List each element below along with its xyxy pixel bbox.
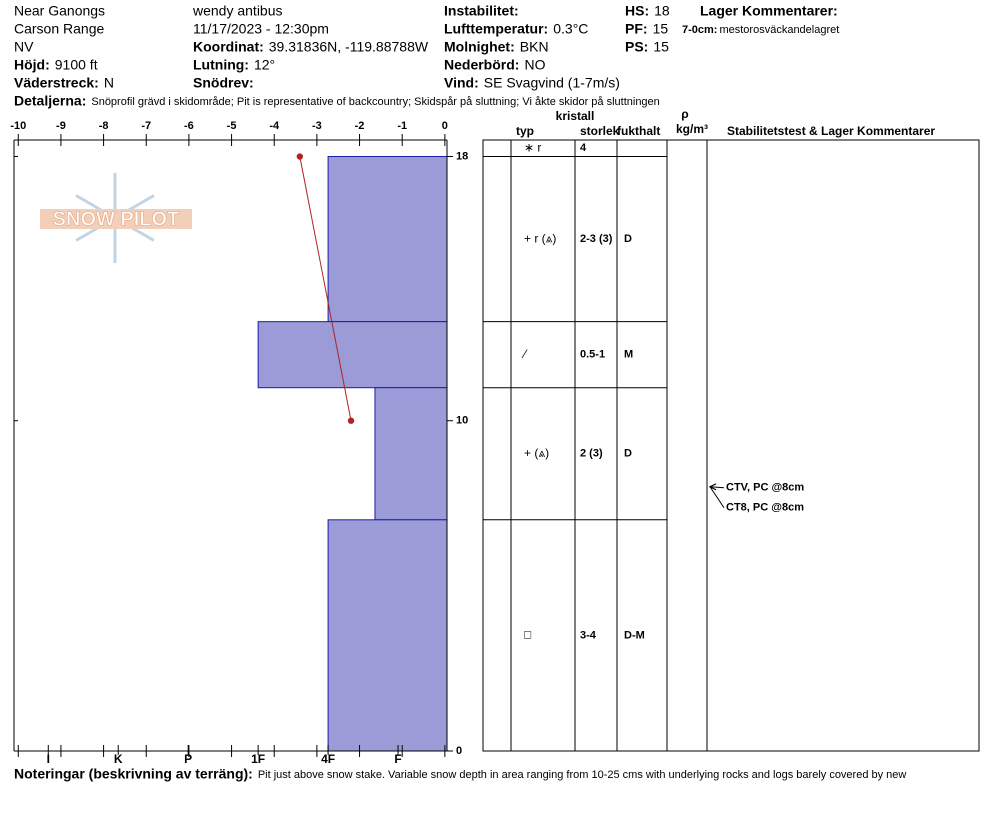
temperature-line (299, 156, 352, 421)
location: Near Ganongs (14, 3, 105, 19)
hardness-tick-label: I (47, 752, 50, 766)
temperature-point (347, 417, 355, 424)
layer-size: 0.5-1 (580, 349, 605, 361)
test-arrow (709, 486, 725, 509)
hs-label: HS: (625, 3, 649, 19)
coordinates-label: Koordinat: (193, 39, 264, 55)
logo-band (40, 209, 192, 229)
layer-moisture: D-M (624, 629, 645, 641)
notes-label: Noteringar (beskrivning av terräng): (14, 766, 253, 782)
layer-size: 3-4 (580, 629, 597, 641)
layer-comment: mestorosväckandelagret (719, 24, 839, 36)
sky-value: BKN (520, 39, 549, 55)
layer-moisture: D (624, 448, 632, 460)
elevation-value: 9100 ft (55, 57, 98, 73)
layer-grain: □ (524, 628, 531, 642)
test-label: CT8, PC @8cm (726, 502, 804, 514)
y-tick-label: 0 (456, 745, 462, 757)
sky-label: Molnighet: (444, 39, 515, 55)
surface-grain: ∗ r (524, 140, 541, 154)
x-tick-label: -2 (355, 120, 365, 132)
hardness-tick-label: P (184, 752, 192, 766)
temperature-point (296, 153, 304, 160)
x-tick-label: -1 (397, 120, 407, 132)
pf-value: 15 (653, 21, 669, 37)
x-tick-label: -6 (184, 120, 194, 132)
aspect-label: Väderstreck: (14, 75, 99, 91)
elevation-label: Höjd: (14, 57, 50, 73)
hardness-tick-label: 4F (321, 752, 335, 766)
test-arrow (709, 486, 725, 489)
ps-value: 15 (653, 39, 669, 55)
x-tick-label: -3 (312, 120, 322, 132)
observer: wendy antibus (192, 3, 283, 19)
x-tick-label: -7 (141, 120, 151, 132)
y-tick-label: 18 (456, 150, 468, 162)
logo-text: SNOW PILOT (53, 208, 180, 230)
x-tick-label: 0 (442, 120, 448, 132)
hardness-bar (257, 321, 448, 389)
th-rho: ρ (681, 107, 688, 121)
layer-comments-label: Lager Kommentarer: (700, 3, 838, 19)
instability-label: Instabilitet: (444, 3, 519, 19)
x-tick-label: -10 (10, 120, 26, 132)
hardness-bar (327, 156, 448, 323)
th-type: typ (516, 124, 534, 138)
air-temp-label: Lufttemperatur: (444, 21, 548, 37)
test-label: CTV, PC @8cm (726, 482, 804, 494)
air-temp-value: 0.3°C (553, 21, 588, 37)
x-tick-label: -5 (227, 120, 237, 132)
table-frame (482, 139, 980, 752)
location: NV (14, 39, 34, 55)
details-value: Snöprofil grävd i skidområde; Pit is rep… (91, 96, 659, 108)
layer-size: 2-3 (3) (580, 233, 613, 245)
precip-value: NO (524, 57, 545, 73)
layer-size: 2 (3) (580, 448, 603, 460)
slope-label: Lutning: (193, 57, 249, 73)
hardness-tick-label: 1F (251, 752, 265, 766)
coordinates-value: 39.31836N, -119.88788W (269, 39, 429, 55)
wind-label: Vind: (444, 75, 479, 91)
x-tick-label: -4 (269, 120, 280, 132)
wind-loading-label: Snödrev: (193, 75, 254, 91)
layer-grain: + (⩓) (524, 446, 549, 460)
x-tick-label: -8 (99, 120, 109, 132)
hardness-bar (327, 519, 448, 752)
aspect-value: N (104, 75, 114, 91)
hardness-tick-label: K (114, 752, 123, 766)
notes-value: Pit just above snow stake. Variable snow… (258, 769, 907, 781)
datetime: 11/17/2023 - 12:30pm (193, 21, 329, 37)
surface-size: 4 (580, 142, 587, 154)
layer-grain: ⁄ (521, 347, 528, 361)
hs-value: 18 (654, 3, 670, 19)
th-moisture: fukthalt (617, 124, 660, 138)
layer-moisture: D (624, 233, 632, 245)
x-tick-label: -9 (56, 120, 66, 132)
y-tick-label: 10 (456, 415, 468, 427)
details-label: Detaljerna: (14, 93, 86, 109)
location: Carson Range (14, 21, 104, 37)
layer-range: 7-0cm: (682, 24, 717, 36)
layer-grain: + r (⩓) (524, 231, 556, 245)
th-crystal: kristall (556, 109, 595, 123)
wind-value: SE Svagvind (1-7m/s) (484, 75, 620, 91)
pf-label: PF: (625, 21, 648, 37)
slope-value: 12° (254, 57, 275, 73)
th-comments: Stabilitetstest & Lager Kommentarer (727, 124, 935, 138)
test-arrowhead (708, 483, 717, 491)
hardness-bar (374, 387, 448, 521)
th-size: storlek (580, 124, 620, 138)
precip-label: Nederbörd: (444, 57, 519, 73)
layer-moisture: M (624, 349, 633, 361)
hardness-tick-label: F (394, 752, 401, 766)
ps-label: PS: (625, 39, 648, 55)
logo: SNOW PILOT (40, 173, 192, 263)
th-density: kg/m³ (676, 122, 708, 136)
